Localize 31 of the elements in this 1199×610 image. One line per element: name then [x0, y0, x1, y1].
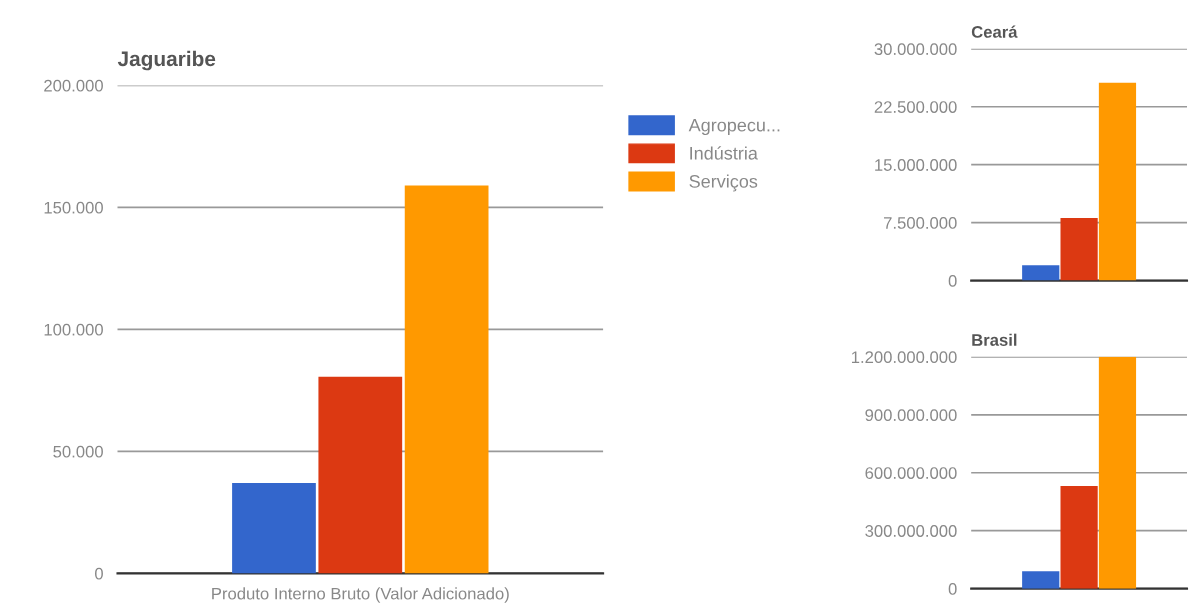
bar [1022, 265, 1060, 281]
bar [1022, 571, 1060, 589]
y-tick-label: 7.500.000 [884, 217, 957, 229]
y-tick-label: 100.000 [44, 323, 103, 336]
y-tick-label: 50.000 [53, 445, 103, 458]
y-tick-label: 150.000 [44, 201, 103, 214]
y-tick-label: 1.200.000.000 [852, 351, 957, 364]
y-tick-label: 15.000.000 [875, 159, 957, 171]
bar [1098, 356, 1137, 589]
legend-label: Indústria [690, 146, 758, 160]
y-tick-label: 0 [948, 275, 957, 287]
bar [232, 483, 316, 574]
x-tick-label: Produto Interno Bruto (Valor Adicionado) [212, 587, 509, 603]
y-tick-label: 900.000.000 [865, 409, 957, 421]
bar [318, 376, 403, 574]
bar [404, 185, 489, 574]
y-tick-label: 200.000 [44, 79, 103, 92]
y-tick-label: 30.000.000 [874, 43, 957, 55]
chart-title: Ceará [971, 25, 1018, 38]
chart-title: Brasil [972, 333, 1017, 346]
y-tick-label: 22.500.000 [874, 101, 957, 113]
bar [1060, 218, 1098, 281]
legend-label: Serviços [689, 174, 758, 192]
bar [1060, 486, 1098, 589]
y-tick-label: 0 [95, 567, 103, 580]
legend-label: Agropecu... [688, 118, 780, 136]
bar [1098, 82, 1137, 281]
chart-title: Jaguaribe [117, 50, 216, 71]
y-tick-label: 0 [948, 583, 957, 595]
y-tick-label: 600.000.000 [865, 467, 957, 479]
y-tick-label: 300.000.000 [865, 525, 957, 537]
